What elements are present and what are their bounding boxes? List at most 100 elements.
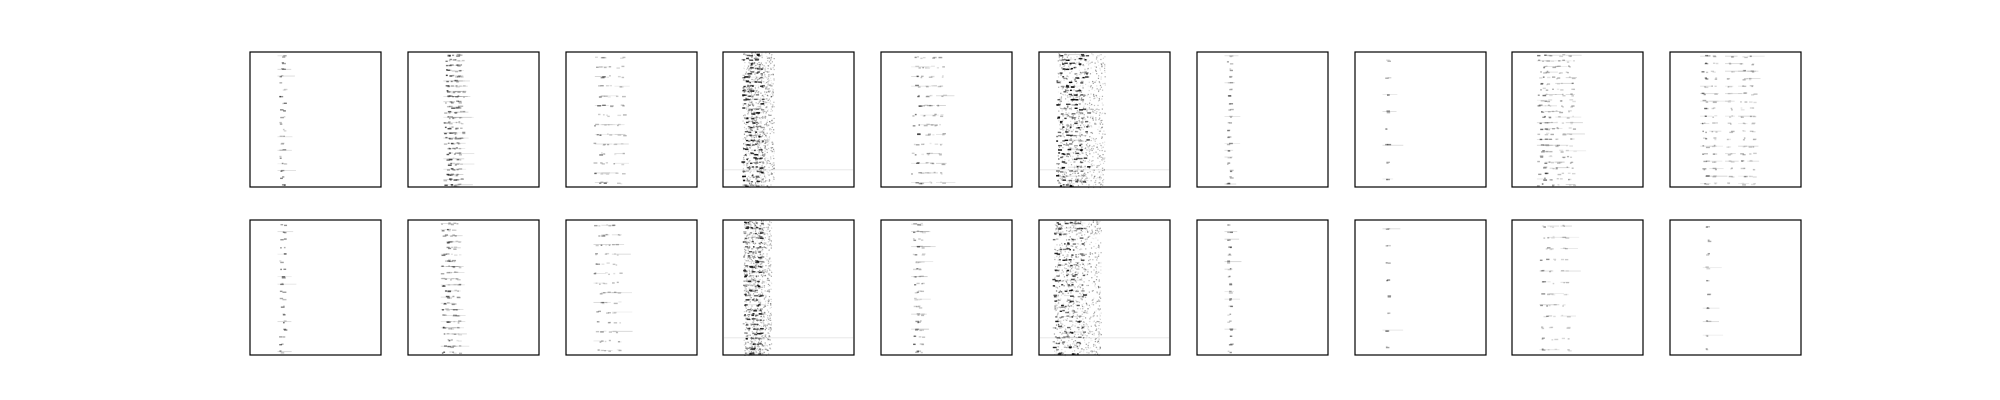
heatmap-speckle [752, 337, 754, 339]
heatmap-cell [451, 169, 456, 171]
heatmap-speckle [1095, 329, 1097, 332]
heatmap-speckle [752, 317, 754, 319]
heatmap-speckle [1073, 223, 1075, 225]
heatmap-speckle [755, 160, 757, 162]
heatmap-speckle [1076, 73, 1078, 75]
heatmap-cells [1536, 54, 1587, 187]
heatmap-cell [279, 109, 284, 111]
heatmap-cell [1387, 77, 1392, 79]
heatmap-speckle [760, 119, 762, 121]
heatmap-cell [281, 343, 284, 345]
heatmap-speckle [1098, 132, 1100, 135]
heatmap-speckle [1101, 136, 1103, 138]
heatmap-cell [1061, 280, 1064, 282]
heatmap-streak [1067, 90, 1083, 92]
heatmap-speckle [768, 186, 770, 189]
heatmap-speckle [1067, 114, 1070, 116]
heatmap-cells [440, 222, 470, 355]
heatmap-speckle [1066, 132, 1068, 134]
heatmap-speckle [1062, 156, 1064, 158]
heatmap-speckle [1060, 92, 1062, 94]
heatmap-speckle [752, 335, 754, 337]
heatmap-streak [911, 313, 927, 315]
heatmap-speckle [763, 337, 765, 339]
heatmap-speckle [1062, 135, 1064, 137]
heatmap-cell [922, 143, 925, 145]
heatmap-speckle [1084, 94, 1086, 97]
heatmap-cell [749, 290, 752, 293]
heatmap-cell [755, 237, 760, 239]
heatmap-speckle [760, 143, 762, 145]
heatmap-speckle [745, 145, 748, 147]
heatmap-speckle [750, 241, 752, 243]
heatmap-cell [1742, 130, 1746, 132]
heatmap-speckle [743, 143, 745, 145]
heatmap-speckle [757, 182, 759, 184]
heatmap-cell [1727, 182, 1730, 185]
heatmap-cell [455, 96, 459, 98]
heatmap-speckle [1075, 82, 1078, 85]
heatmap-cell [445, 102, 447, 104]
heatmap-cell [1059, 316, 1063, 319]
heatmap-speckle [756, 142, 758, 144]
heatmap-speckle [1088, 149, 1090, 151]
heatmap-cell [915, 65, 920, 68]
heatmap-cell [745, 143, 747, 146]
heatmap-cell [450, 152, 453, 154]
heatmap-speckle [745, 326, 748, 328]
heatmap-cell [925, 162, 930, 164]
heatmap-speckle [751, 126, 753, 129]
heatmap-speckle [765, 98, 767, 100]
heatmap-cell [927, 104, 931, 107]
heatmap-speckle [762, 178, 765, 180]
heatmap-cell [1544, 138, 1549, 140]
heatmap-speckle [750, 143, 752, 145]
heatmap-cell [917, 133, 921, 136]
heatmap-speckle [1087, 116, 1089, 118]
heatmap-speckle [1094, 109, 1096, 112]
heatmap-cell [450, 338, 454, 341]
heatmap-speckle [760, 338, 762, 340]
heatmap-speckle [762, 270, 764, 272]
heatmap-speckle [746, 165, 748, 167]
heatmap-cell [917, 246, 920, 248]
heatmap-cell [937, 85, 942, 88]
heatmap-speckle [1069, 270, 1071, 272]
heatmap-cell [1386, 110, 1390, 112]
heatmap-cell [1571, 82, 1574, 85]
heatmap-cell [608, 331, 613, 333]
heatmap-speckle [768, 240, 771, 242]
heatmap-speckle [761, 335, 763, 337]
heatmap-cell [1066, 153, 1070, 155]
heatmap-speckle [1095, 180, 1097, 182]
heatmap-streak [447, 116, 462, 118]
heatmap-speckle [745, 346, 747, 348]
heatmap-cell [1065, 175, 1069, 177]
heatmap-cell [745, 121, 749, 124]
panel-frame [1196, 51, 1329, 188]
heatmap-speckle [750, 84, 752, 87]
heatmap-speckle [1100, 183, 1102, 185]
heatmap-cell [1229, 81, 1234, 84]
heatmap-streak [1565, 116, 1582, 118]
heatmap-speckle [753, 340, 755, 342]
heatmap-cell [1731, 71, 1734, 73]
heatmap-cell [911, 152, 915, 154]
heatmap-speckle [748, 77, 750, 79]
heatmap-cell [448, 297, 452, 300]
heatmap-speckle [750, 226, 752, 228]
heatmap-speckle [763, 241, 765, 244]
heatmap-cell [1561, 122, 1565, 124]
heatmap-speckle [750, 324, 753, 326]
heatmap-speckle [757, 256, 759, 258]
heatmap-cell [1751, 63, 1755, 65]
heatmap-cell [462, 96, 465, 99]
heatmap-cell [617, 124, 619, 127]
heatmap-speckle [746, 235, 748, 237]
heatmap-speckle [1095, 184, 1097, 186]
heatmap-speckle [1058, 80, 1061, 82]
heatmap-speckle [1084, 179, 1086, 181]
heatmap-cell [1561, 93, 1564, 96]
heatmap-speckle [763, 306, 765, 308]
heatmap-cell [1073, 264, 1077, 266]
